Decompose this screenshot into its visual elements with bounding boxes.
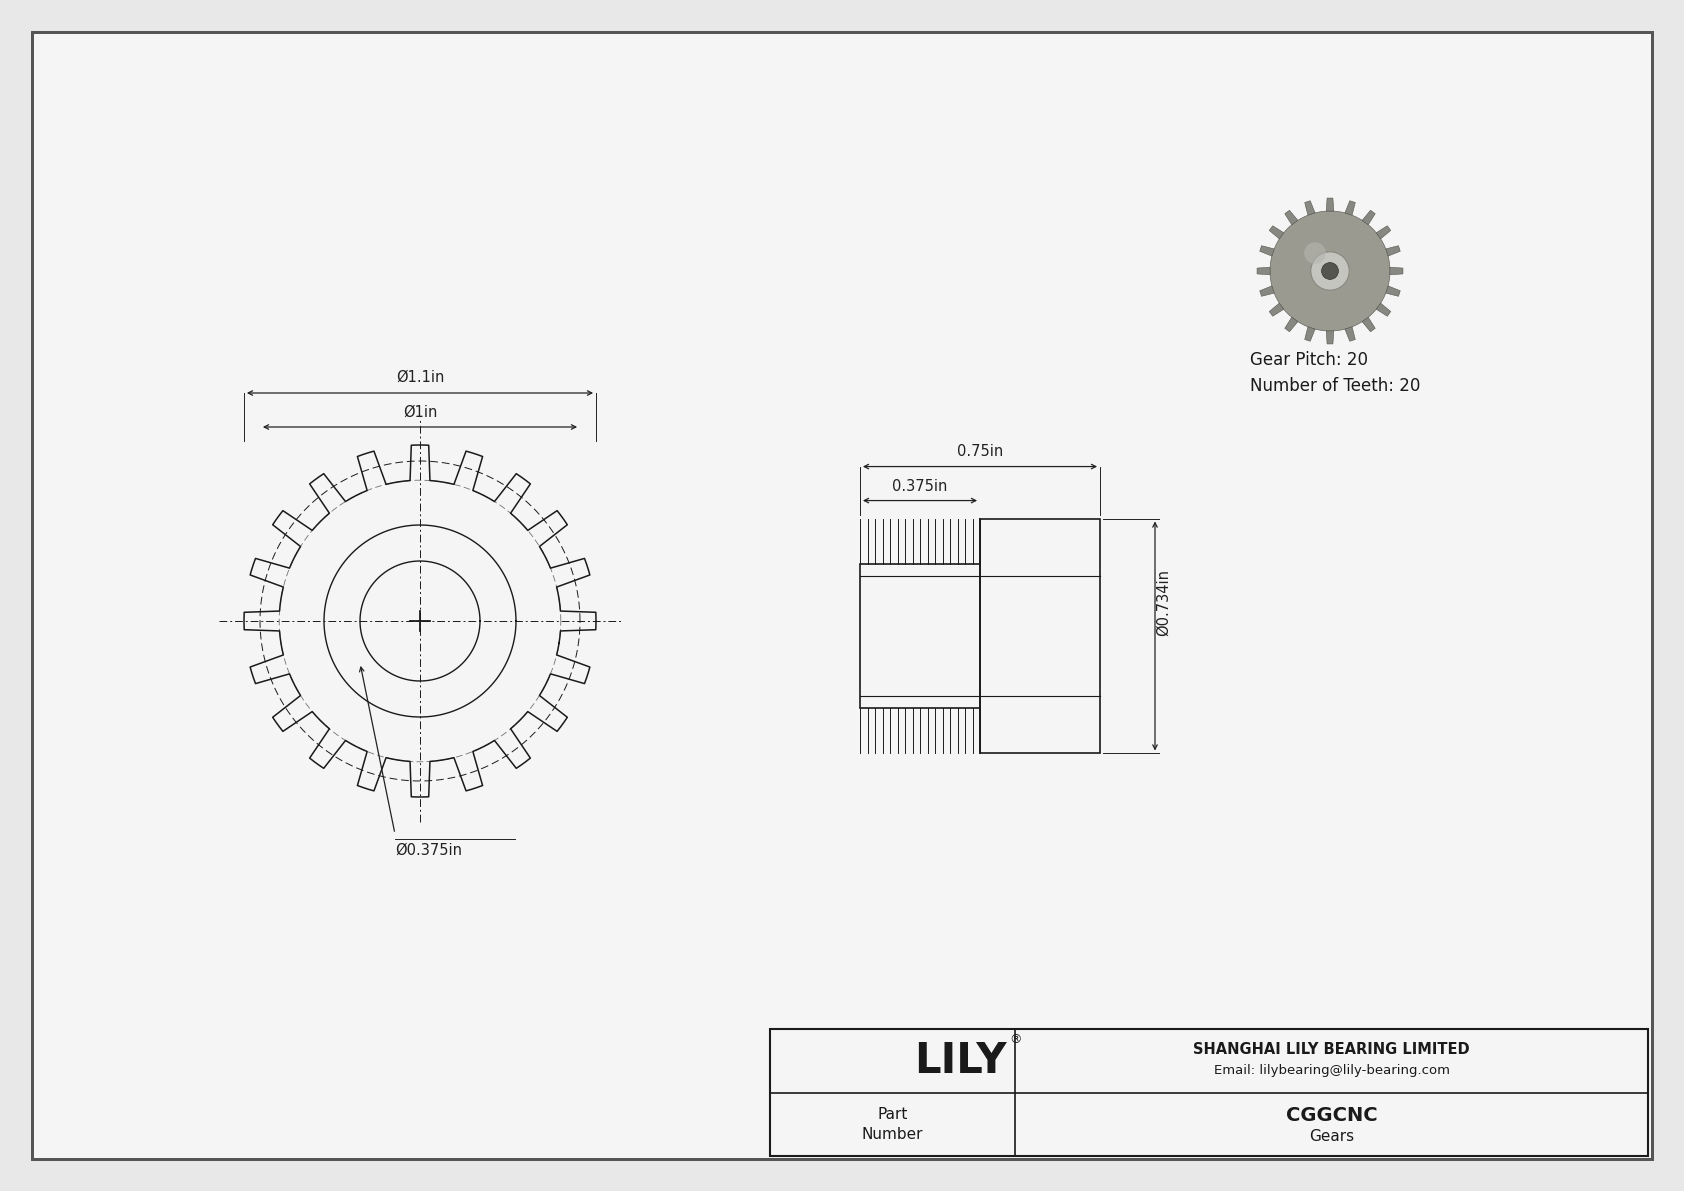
Circle shape — [1310, 251, 1349, 291]
Text: Gear Pitch: 20: Gear Pitch: 20 — [1250, 351, 1367, 369]
Polygon shape — [1285, 211, 1298, 225]
Polygon shape — [1327, 198, 1334, 211]
Text: Ø0.734in: Ø0.734in — [1155, 569, 1170, 636]
Text: LILY: LILY — [914, 1040, 1007, 1081]
Text: SHANGHAI LILY BEARING LIMITED: SHANGHAI LILY BEARING LIMITED — [1194, 1042, 1470, 1058]
Polygon shape — [1305, 201, 1315, 216]
Text: 0.375in: 0.375in — [893, 479, 948, 493]
Polygon shape — [1362, 317, 1376, 332]
Text: ®: ® — [1009, 1034, 1022, 1046]
Polygon shape — [1270, 304, 1283, 317]
Polygon shape — [1376, 226, 1391, 239]
Polygon shape — [1256, 267, 1270, 275]
Polygon shape — [1389, 267, 1403, 275]
Bar — [980, 518, 1100, 754]
Polygon shape — [1327, 331, 1334, 344]
Polygon shape — [1305, 326, 1315, 342]
Polygon shape — [1386, 286, 1401, 297]
Circle shape — [1270, 211, 1389, 331]
Polygon shape — [1270, 226, 1283, 239]
Polygon shape — [1260, 286, 1275, 297]
Text: CGGCNC: CGGCNC — [1285, 1105, 1378, 1124]
Text: 0.75in: 0.75in — [957, 443, 1004, 459]
Bar — [770, 1029, 1649, 1156]
Polygon shape — [1346, 201, 1356, 216]
Polygon shape — [1376, 304, 1391, 317]
Polygon shape — [1362, 211, 1376, 225]
Text: Gears: Gears — [1308, 1129, 1354, 1143]
Polygon shape — [1386, 245, 1401, 256]
Circle shape — [1303, 242, 1325, 263]
Text: Part
Number: Part Number — [862, 1106, 923, 1142]
Text: Ø0.375in: Ø0.375in — [396, 843, 461, 858]
Text: Ø1.1in: Ø1.1in — [396, 370, 445, 385]
Text: Number of Teeth: 20: Number of Teeth: 20 — [1250, 378, 1420, 395]
Polygon shape — [1260, 245, 1275, 256]
Bar — [861, 565, 980, 707]
Text: Email: lilybearing@lily-bearing.com: Email: lilybearing@lily-bearing.com — [1214, 1065, 1450, 1077]
Polygon shape — [1346, 326, 1356, 342]
Polygon shape — [1285, 317, 1298, 332]
Circle shape — [1322, 262, 1339, 280]
Text: Ø1in: Ø1in — [402, 405, 438, 420]
